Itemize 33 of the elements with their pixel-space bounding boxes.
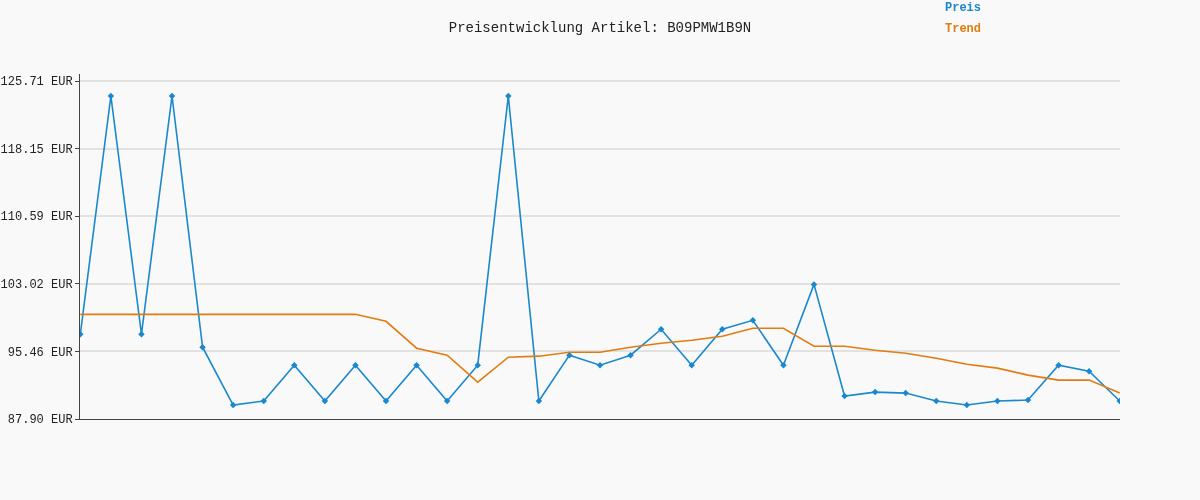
point: [719, 326, 726, 333]
point: [749, 317, 757, 324]
point: [168, 92, 176, 100]
y-tick-label: 103.02 EUR: [0, 278, 73, 293]
point: [963, 401, 971, 409]
text: Preis: [945, 1, 982, 15]
point: [535, 397, 543, 405]
point: [291, 361, 298, 369]
point: [443, 397, 451, 405]
point: [780, 361, 787, 369]
y-tick-label: 125.71 EUR: [0, 75, 73, 90]
y-tick-label: 87.90 EUR: [7, 413, 73, 428]
point: [199, 343, 206, 351]
point: [688, 361, 695, 369]
y-tick-label: 95.46 EUR: [7, 345, 73, 360]
point: [596, 361, 604, 369]
chart-title: Preisentwicklung Artikel: B09PMW1B9N: [448, 20, 752, 37]
text: Trend: [945, 22, 982, 36]
point: [138, 331, 145, 338]
point: [321, 397, 329, 405]
point: [474, 361, 481, 369]
point: [413, 361, 420, 369]
point: [657, 326, 665, 333]
point: [1085, 367, 1093, 375]
y-tick-label: 110.59 EUR: [0, 210, 73, 225]
line-series: [80, 313, 1120, 394]
point: [902, 389, 909, 397]
point: [107, 92, 115, 100]
point: [1024, 396, 1032, 404]
point: [871, 388, 879, 396]
point: [229, 401, 237, 409]
point: [382, 397, 390, 405]
y-tick-label: 118.15 EUR: [0, 142, 73, 157]
